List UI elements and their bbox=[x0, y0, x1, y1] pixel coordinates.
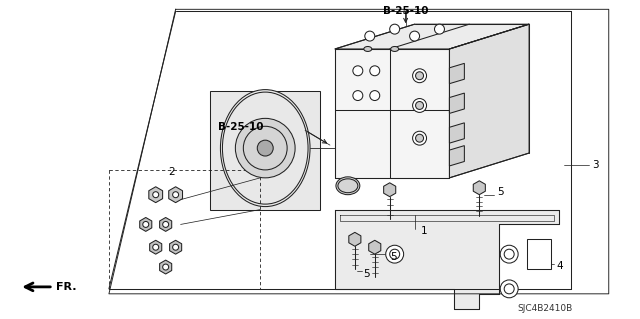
Polygon shape bbox=[449, 145, 465, 166]
Text: 2: 2 bbox=[169, 167, 175, 177]
Circle shape bbox=[365, 31, 375, 41]
Circle shape bbox=[257, 140, 273, 156]
Polygon shape bbox=[473, 181, 485, 195]
Polygon shape bbox=[449, 123, 465, 143]
Circle shape bbox=[370, 91, 380, 100]
Polygon shape bbox=[335, 24, 529, 49]
Circle shape bbox=[413, 99, 426, 112]
Circle shape bbox=[353, 66, 363, 76]
Polygon shape bbox=[159, 218, 172, 231]
Ellipse shape bbox=[336, 177, 360, 195]
Polygon shape bbox=[449, 24, 529, 178]
Text: B-25-10: B-25-10 bbox=[218, 122, 264, 132]
Circle shape bbox=[163, 264, 169, 270]
Circle shape bbox=[413, 131, 426, 145]
Polygon shape bbox=[170, 240, 182, 254]
Polygon shape bbox=[150, 240, 162, 254]
Ellipse shape bbox=[390, 47, 399, 51]
Polygon shape bbox=[335, 49, 449, 178]
Polygon shape bbox=[449, 63, 465, 84]
Polygon shape bbox=[383, 183, 396, 197]
Circle shape bbox=[143, 221, 148, 227]
Polygon shape bbox=[149, 187, 163, 203]
Text: 3: 3 bbox=[592, 160, 598, 170]
Circle shape bbox=[500, 245, 518, 263]
Circle shape bbox=[153, 192, 159, 198]
Text: 5: 5 bbox=[363, 269, 369, 279]
Circle shape bbox=[415, 101, 424, 109]
Polygon shape bbox=[335, 210, 559, 309]
Circle shape bbox=[410, 31, 420, 41]
Circle shape bbox=[386, 245, 404, 263]
Text: 4: 4 bbox=[556, 261, 563, 271]
Polygon shape bbox=[140, 218, 152, 231]
Polygon shape bbox=[159, 260, 172, 274]
Bar bbox=[527, 239, 551, 269]
Circle shape bbox=[173, 192, 179, 198]
Text: 5: 5 bbox=[497, 187, 504, 197]
Circle shape bbox=[236, 118, 295, 178]
Circle shape bbox=[415, 72, 424, 80]
Circle shape bbox=[153, 244, 159, 250]
Circle shape bbox=[413, 69, 426, 83]
Polygon shape bbox=[449, 93, 465, 114]
Polygon shape bbox=[349, 232, 361, 246]
Circle shape bbox=[173, 244, 179, 250]
Circle shape bbox=[353, 91, 363, 100]
Text: 5: 5 bbox=[390, 252, 396, 262]
Circle shape bbox=[163, 221, 169, 227]
Text: 1: 1 bbox=[420, 226, 427, 236]
Polygon shape bbox=[169, 187, 182, 203]
Polygon shape bbox=[369, 240, 381, 254]
Circle shape bbox=[500, 280, 518, 298]
Bar bbox=[211, 91, 320, 210]
Text: FR.: FR. bbox=[56, 282, 77, 292]
Circle shape bbox=[415, 134, 424, 142]
Ellipse shape bbox=[220, 90, 310, 207]
Circle shape bbox=[370, 66, 380, 76]
Text: B-25-10: B-25-10 bbox=[383, 6, 428, 16]
Ellipse shape bbox=[364, 47, 372, 51]
Text: SJC4B2410B: SJC4B2410B bbox=[517, 304, 572, 313]
Circle shape bbox=[435, 24, 444, 34]
Circle shape bbox=[390, 24, 399, 34]
